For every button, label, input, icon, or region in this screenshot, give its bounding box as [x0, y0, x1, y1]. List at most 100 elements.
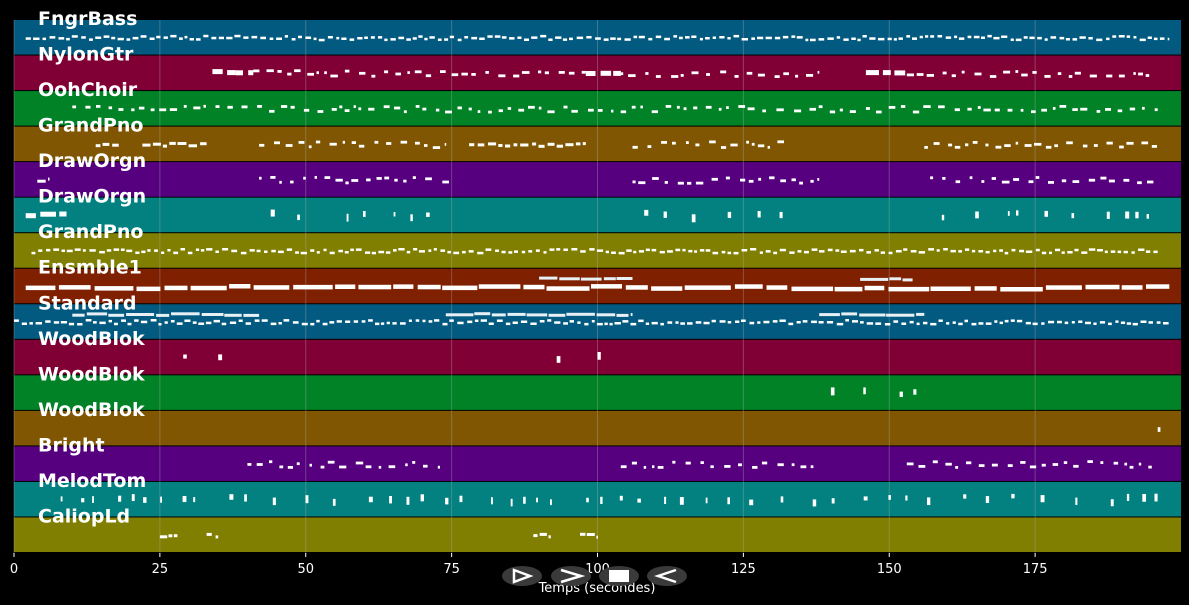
note [1015, 70, 1019, 73]
note [278, 322, 282, 325]
note [633, 250, 637, 254]
note [705, 249, 711, 252]
note [695, 181, 704, 185]
note [741, 319, 746, 322]
note [507, 107, 512, 110]
note [648, 37, 653, 41]
note [1029, 465, 1037, 469]
note [805, 38, 809, 42]
note [298, 35, 302, 39]
note [393, 284, 414, 289]
note [103, 35, 110, 38]
note [866, 251, 871, 254]
note [691, 214, 696, 223]
note [251, 35, 258, 39]
note [434, 319, 440, 322]
note [705, 105, 712, 109]
note [108, 313, 125, 317]
note [459, 495, 463, 503]
note [667, 321, 673, 324]
note [675, 248, 681, 252]
note [412, 37, 417, 40]
note [613, 70, 621, 76]
note [961, 70, 965, 74]
stop-button[interactable] [599, 566, 639, 586]
note [614, 322, 621, 325]
note [212, 69, 223, 75]
lane-1 [14, 55, 1181, 91]
note [158, 323, 162, 326]
note [955, 180, 961, 184]
note [368, 107, 375, 111]
note [630, 313, 633, 316]
note [163, 36, 168, 39]
x-tick-label: 50 [297, 562, 314, 577]
note [1021, 73, 1028, 77]
note [305, 36, 312, 39]
note [983, 108, 991, 112]
lane-label: GrandPno [38, 115, 143, 137]
note [952, 321, 956, 324]
note [1087, 460, 1093, 463]
note [1148, 321, 1153, 324]
note [751, 142, 755, 146]
note [211, 36, 217, 40]
play-button[interactable] [502, 566, 542, 586]
note [683, 107, 687, 111]
note [192, 321, 197, 324]
note [845, 319, 849, 322]
note [1007, 108, 1013, 112]
note [860, 277, 889, 281]
note [227, 105, 233, 109]
note [1054, 144, 1058, 148]
note [973, 35, 980, 39]
note [1126, 35, 1131, 38]
note [660, 322, 664, 326]
note [329, 251, 335, 255]
note [903, 248, 908, 251]
note [724, 465, 731, 468]
note [344, 109, 350, 112]
note [58, 37, 65, 40]
note [291, 38, 296, 41]
note [72, 313, 85, 317]
note [1074, 71, 1081, 75]
note [730, 143, 738, 147]
note [912, 37, 917, 40]
note [946, 322, 950, 325]
note [1011, 493, 1015, 499]
note [307, 72, 314, 76]
note [974, 72, 982, 76]
note [512, 321, 518, 324]
note [317, 110, 324, 113]
note [520, 320, 528, 323]
note [286, 248, 293, 251]
note [425, 177, 432, 181]
note [234, 34, 241, 38]
note [1080, 107, 1088, 111]
note [322, 322, 328, 326]
note [943, 248, 948, 251]
note [215, 250, 219, 253]
note [548, 535, 551, 539]
note [468, 250, 474, 253]
note [834, 286, 863, 292]
note [1099, 321, 1106, 324]
note [329, 321, 335, 324]
note [513, 74, 520, 78]
note [353, 105, 356, 108]
note [238, 319, 243, 322]
note [1071, 213, 1075, 219]
note [85, 319, 92, 322]
note [765, 250, 771, 253]
rewind-button[interactable] [647, 566, 687, 586]
note [899, 391, 903, 398]
note [1029, 36, 1035, 40]
forward-button[interactable] [551, 566, 591, 586]
note [468, 107, 472, 111]
note [880, 251, 885, 254]
note [994, 108, 1000, 112]
note [695, 321, 702, 324]
note [485, 71, 489, 74]
note [320, 465, 325, 469]
